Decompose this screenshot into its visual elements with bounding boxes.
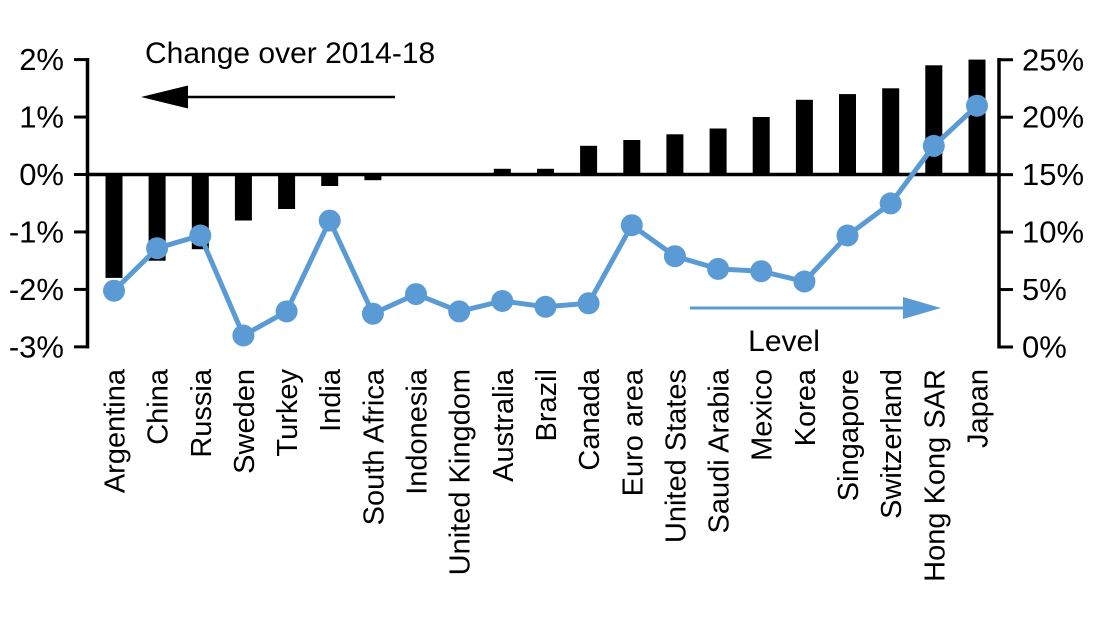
x-label-mexico: Mexico [747, 369, 779, 461]
bar-switzerland [882, 88, 900, 175]
bar-sweden [234, 174, 252, 221]
x-label-india: India [315, 368, 347, 432]
bar-united-states [666, 134, 684, 175]
level-marker-russia [189, 224, 212, 247]
x-label-china: China [143, 368, 175, 445]
level-marker-hong-kong-sar [922, 134, 945, 157]
level-marker-indonesia [405, 283, 427, 306]
right-tick-label: 15% [1022, 157, 1084, 192]
x-axis-labels: Argentina China Russia Sweden Turkey India Sou… [100, 368, 995, 582]
left-axis-ticks: 2% 1% 0% -1% -2% -3% [9, 42, 87, 364]
level-marker-switzerland [879, 192, 902, 215]
level-marker-mexico [750, 260, 773, 283]
level-marker-sweden [232, 324, 255, 347]
bar-mexico [752, 117, 770, 175]
right-tick-label: 20% [1022, 100, 1084, 135]
left-tick-label: 1% [19, 100, 64, 135]
x-label-australia: Australia [488, 368, 520, 482]
x-label-sweden: Sweden [229, 369, 261, 474]
left-tick-label: -3% [9, 329, 64, 364]
x-label-canada: Canada [574, 368, 606, 470]
bar-south-africa [364, 174, 382, 181]
level-marker-south-africa [361, 302, 384, 325]
left-tick-label: -1% [9, 214, 64, 249]
right-tick-label: 0% [1022, 330, 1067, 365]
x-label-south-africa: South Africa [358, 368, 390, 525]
bar-japan [968, 59, 986, 175]
right-tick-label: 25% [1022, 42, 1084, 77]
bar-korea [795, 99, 813, 175]
left-tick-label: 0% [19, 157, 64, 192]
bar-brazil [537, 168, 554, 175]
bar-series-title: Change over 2014-18 [145, 37, 435, 70]
bar-turkey [278, 174, 296, 209]
x-label-korea: Korea [790, 368, 822, 446]
bar-series [105, 59, 986, 278]
bar-india [321, 174, 339, 186]
x-label-euro-area: Euro area [617, 368, 649, 496]
level-marker-india [318, 209, 341, 232]
bar-australia [493, 168, 511, 175]
bar-argentina [105, 174, 123, 278]
bar-canada [580, 145, 598, 175]
x-label-saudi-arabia: Saudi Arabia [704, 368, 736, 533]
right-arrow-icon [903, 297, 941, 319]
right-tick-label: 5% [1022, 272, 1067, 307]
level-marker-argentina [103, 279, 125, 302]
level-marker-united-states [663, 245, 686, 268]
x-label-singapore: Singapore [833, 369, 865, 501]
x-label-indonesia: Indonesia [402, 368, 434, 495]
level-marker-china [146, 237, 169, 260]
left-tick-label: 2% [19, 42, 64, 77]
level-marker-canada [577, 292, 600, 315]
x-label-hong-kong-sar: Hong Kong SAR [919, 369, 951, 582]
left-tick-label: -2% [9, 272, 64, 307]
x-label-turkey: Turkey [272, 369, 304, 457]
x-label-japan: Japan [963, 369, 995, 448]
level-marker-singapore [836, 224, 859, 247]
x-label-united-kingdom: United Kingdom [445, 369, 477, 575]
bar-euro-area [623, 140, 641, 175]
level-marker-united-kingdom [448, 300, 471, 323]
bar-saudi-arabia [709, 128, 727, 175]
right-tick-label: 10% [1022, 215, 1084, 250]
level-marker-saudi-arabia [707, 257, 730, 280]
level-marker-japan [966, 94, 988, 117]
x-label-switzerland: Switzerland [876, 369, 908, 519]
left-arrow-icon [141, 85, 188, 109]
bar-singapore [839, 94, 856, 175]
right-axis-ticks: 25% 20% 15% 10% 5% 0% [999, 42, 1084, 365]
level-marker-euro-area [620, 214, 643, 237]
level-marker-turkey [275, 300, 298, 323]
line-series-title: Level [748, 325, 820, 358]
line-series [103, 94, 988, 347]
level-marker-korea [793, 270, 816, 293]
level-marker-brazil [534, 295, 557, 318]
level-marker-australia [491, 290, 514, 312]
x-label-united-states: United States [660, 369, 692, 543]
x-label-brazil: Brazil [531, 369, 563, 442]
bar-hong-kong-sar [925, 65, 943, 175]
x-label-russia: Russia [186, 368, 218, 458]
x-label-argentina: Argentina [100, 368, 132, 493]
